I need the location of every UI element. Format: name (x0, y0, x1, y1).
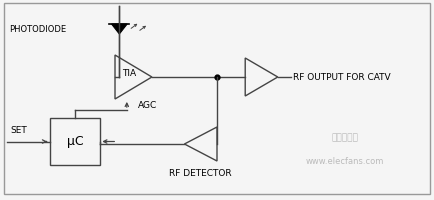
Text: RF DETECTOR: RF DETECTOR (169, 169, 232, 178)
Polygon shape (112, 24, 127, 34)
FancyBboxPatch shape (4, 3, 430, 194)
Text: PHOTODIODE: PHOTODIODE (9, 24, 66, 33)
Text: 电子发烧友: 电子发烧友 (332, 134, 358, 142)
Text: AGC: AGC (138, 100, 157, 110)
Text: www.elecfans.com: www.elecfans.com (306, 158, 384, 166)
FancyBboxPatch shape (50, 118, 100, 165)
Text: TIA: TIA (122, 70, 136, 78)
Text: RF OUTPUT FOR CATV: RF OUTPUT FOR CATV (293, 72, 391, 82)
Text: SET: SET (11, 126, 28, 135)
Text: μC: μC (66, 135, 83, 148)
